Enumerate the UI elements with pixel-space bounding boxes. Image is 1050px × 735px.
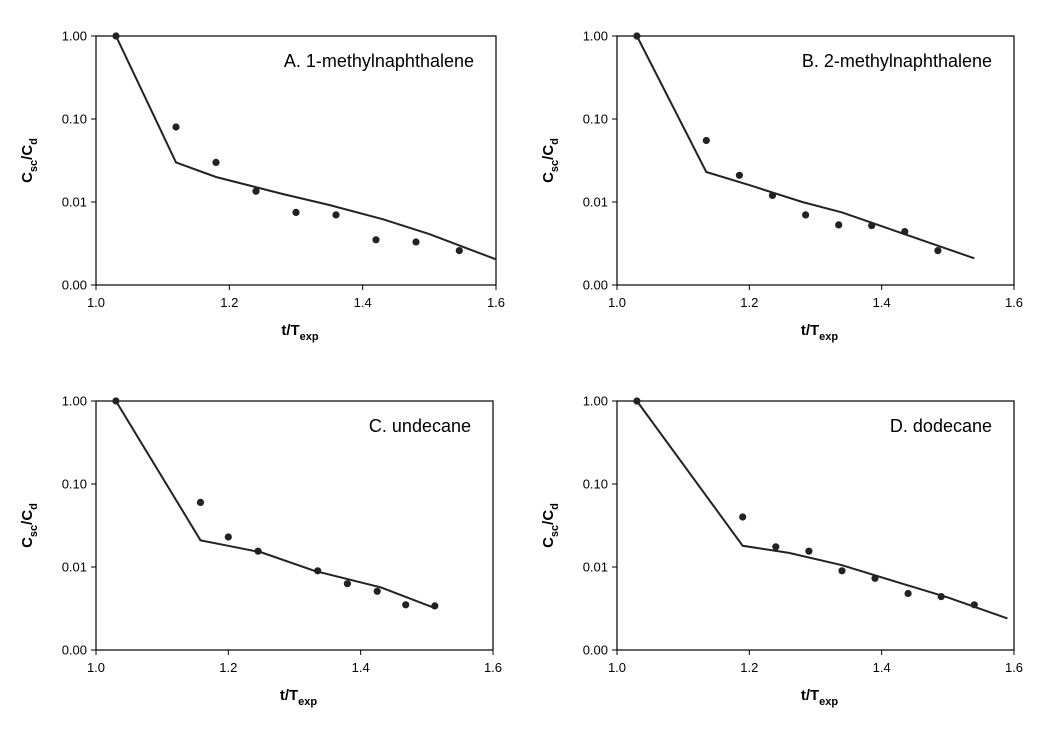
x-axis-title: t/Texp: [801, 322, 839, 343]
y-axis-title: Csc/Cd: [540, 138, 561, 183]
data-point: [402, 601, 410, 609]
model-line: [115, 35, 496, 261]
plot-area: [616, 400, 1015, 651]
data-point: [455, 247, 463, 255]
y-axis-title: Csc/Cd: [19, 503, 40, 548]
y-tick-label: 0.10: [62, 477, 87, 492]
data-point: [292, 208, 300, 216]
x-tick-label: 1.6: [484, 660, 502, 675]
data-point: [934, 247, 942, 255]
y-tick-label: 1.00: [583, 29, 608, 44]
panel-4: 1.0 1.2 1.4 1.6 1.00 0.10 0.01 0.00 t/Texp Csc/Cd…: [540, 394, 1023, 709]
data-point: [835, 221, 843, 229]
panel-2: 1.0 1.2 1.4 1.6 1.00 0.10 0.01 0.00 t/Texp Csc/Cd…: [540, 29, 1023, 344]
x-tick-label: 1.4: [873, 295, 891, 310]
data-point: [735, 171, 744, 179]
plot-area: [95, 400, 494, 651]
x-tick-label: 1.0: [608, 295, 626, 310]
x-tick-label: 1.0: [87, 660, 105, 675]
y-tick-label: 0.01: [583, 195, 608, 210]
x-tick-label: 1.6: [1005, 295, 1023, 310]
panel-title: B. 2-methylnaphthalene: [802, 51, 992, 71]
x-tick-label: 1.2: [220, 295, 238, 310]
panel-title: D. dodecane: [890, 416, 992, 436]
data-point: [805, 547, 813, 555]
model-line: [115, 400, 436, 610]
y-tick-label: 0.01: [62, 560, 87, 575]
y-tick-label: 1.00: [62, 29, 87, 44]
x-tick-label: 1.2: [740, 660, 758, 675]
data-point: [373, 587, 381, 595]
x-tick-label: 1.2: [740, 295, 758, 310]
panel-1: 1.0 1.2 1.4 1.6 1.00 0.10 0.01 0.00 t/Texp Csc/Cd…: [19, 29, 505, 344]
x-axis-title: t/Texp: [281, 322, 319, 343]
y-tick-label: 0.10: [583, 112, 608, 127]
panel-3: 1.0 1.2 1.4 1.6 1.00 0.10 0.01 0.00 t/Texp Csc/Cd…: [19, 394, 502, 709]
y-tick-label: 0.01: [62, 195, 87, 210]
data-point: [196, 498, 205, 506]
plot-area: [616, 35, 1015, 286]
x-axis-title: t/Texp: [280, 687, 318, 708]
y-tick-label: 1.00: [62, 394, 87, 409]
data-point: [332, 211, 340, 219]
model-line: [636, 35, 975, 260]
data-point: [802, 211, 810, 219]
x-axis-title: t/Texp: [801, 687, 839, 708]
x-tick-label: 1.6: [1005, 660, 1023, 675]
data-point: [739, 513, 747, 521]
y-axis-title: Csc/Cd: [540, 503, 561, 548]
x-tick-label: 1.0: [608, 660, 626, 675]
y-tick-label: 0.10: [62, 112, 87, 127]
panel-title: C. undecane: [369, 416, 471, 436]
data-point: [343, 580, 351, 588]
data-point: [904, 589, 912, 598]
data-point: [431, 602, 439, 610]
x-tick-label: 1.6: [487, 295, 505, 310]
data-point: [172, 123, 180, 131]
x-tick-label: 1.0: [87, 295, 105, 310]
model-line: [636, 400, 1008, 620]
y-tick-label: 1.00: [583, 394, 608, 409]
data-point: [212, 158, 220, 166]
y-tick-label: 0.00: [62, 643, 87, 658]
x-tick-label: 1.4: [873, 660, 891, 675]
data-point: [412, 238, 420, 246]
data-point: [372, 236, 380, 244]
data-point: [224, 533, 232, 541]
data-point: [252, 187, 260, 195]
y-tick-label: 0.00: [62, 278, 87, 293]
x-tick-label: 1.2: [219, 660, 237, 675]
y-tick-label: 0.00: [583, 278, 608, 293]
y-tick-label: 0.01: [583, 560, 608, 575]
panel-title: A. 1-methylnaphthalene: [284, 51, 474, 71]
y-axis-title: Csc/Cd: [19, 138, 40, 183]
x-tick-label: 1.4: [354, 295, 372, 310]
y-tick-label: 0.10: [583, 477, 608, 492]
y-tick-label: 0.00: [583, 643, 608, 658]
x-tick-label: 1.4: [352, 660, 370, 675]
data-point: [838, 567, 846, 575]
plot-area: [95, 35, 497, 286]
data-point: [702, 136, 710, 145]
data-point: [772, 543, 780, 551]
